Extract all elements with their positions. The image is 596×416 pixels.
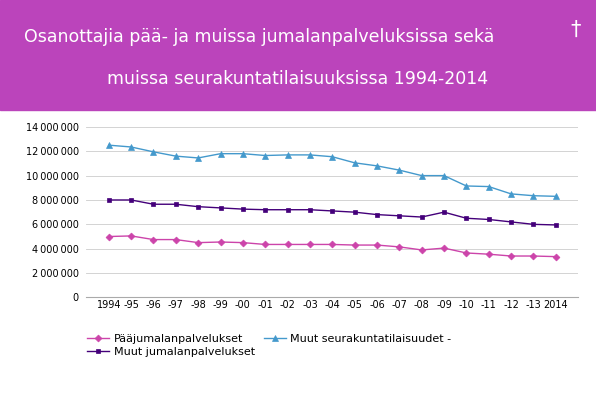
Pääjumalanpalvelukset — [329, 242, 336, 247]
Muut seurakuntatilaisuudet - — [552, 194, 559, 199]
Pääjumalanpalvelukset — [418, 248, 426, 253]
Muut seurakuntatilaisuudet - — [440, 173, 448, 178]
Muut seurakuntatilaisuudet - — [239, 151, 247, 156]
Muut jumalanpalvelukset — [306, 207, 313, 212]
Muut seurakuntatilaisuudet - — [329, 154, 336, 159]
Muut jumalanpalvelukset — [440, 210, 448, 215]
Muut seurakuntatilaisuudet - — [373, 163, 381, 168]
Pääjumalanpalvelukset — [485, 252, 492, 257]
Muut jumalanpalvelukset — [329, 208, 336, 213]
Muut jumalanpalvelukset — [418, 215, 426, 220]
Legend: Pääjumalanpalvelukset, Muut jumalanpalvelukset, Muut seurakuntatilaisuudet -: Pääjumalanpalvelukset, Muut jumalanpalve… — [87, 334, 452, 357]
Text: muissa seurakuntatilaisuuksissa 1994-2014: muissa seurakuntatilaisuuksissa 1994-201… — [107, 70, 489, 88]
Muut seurakuntatilaisuudet - — [172, 154, 179, 158]
Muut jumalanpalvelukset — [217, 206, 224, 210]
Line: Pääjumalanpalvelukset: Pääjumalanpalvelukset — [106, 233, 558, 259]
Muut jumalanpalvelukset — [262, 207, 269, 212]
Muut jumalanpalvelukset — [150, 202, 157, 207]
Muut jumalanpalvelukset — [552, 223, 559, 228]
Muut seurakuntatilaisuudet - — [284, 152, 291, 157]
Pääjumalanpalvelukset — [105, 234, 112, 239]
Line: Muut seurakuntatilaisuudet -: Muut seurakuntatilaisuudet - — [106, 142, 558, 199]
Muut jumalanpalvelukset — [239, 207, 247, 212]
Pääjumalanpalvelukset — [306, 242, 313, 247]
Muut jumalanpalvelukset — [373, 212, 381, 217]
Pääjumalanpalvelukset — [552, 254, 559, 259]
Pääjumalanpalvelukset — [530, 253, 537, 258]
Pääjumalanpalvelukset — [239, 240, 247, 245]
Muut seurakuntatilaisuudet - — [306, 152, 313, 157]
Pääjumalanpalvelukset — [373, 243, 381, 248]
Muut jumalanpalvelukset — [194, 204, 201, 209]
Pääjumalanpalvelukset — [262, 242, 269, 247]
Muut jumalanpalvelukset — [172, 202, 179, 207]
Muut seurakuntatilaisuudet - — [150, 149, 157, 154]
Pääjumalanpalvelukset — [396, 244, 403, 249]
Muut jumalanpalvelukset — [396, 213, 403, 218]
Muut jumalanpalvelukset — [128, 198, 135, 203]
Muut jumalanpalvelukset — [530, 222, 537, 227]
Muut seurakuntatilaisuudet - — [262, 153, 269, 158]
Pääjumalanpalvelukset — [150, 237, 157, 242]
Muut jumalanpalvelukset — [507, 219, 514, 224]
Pääjumalanpalvelukset — [128, 233, 135, 238]
Muut seurakuntatilaisuudet - — [418, 173, 426, 178]
Muut jumalanpalvelukset — [462, 216, 470, 221]
Pääjumalanpalvelukset — [217, 240, 224, 245]
Pääjumalanpalvelukset — [194, 240, 201, 245]
Muut seurakuntatilaisuudet - — [351, 160, 358, 165]
Muut seurakuntatilaisuudet - — [128, 144, 135, 149]
Pääjumalanpalvelukset — [440, 245, 448, 250]
Text: †: † — [570, 20, 581, 40]
Muut seurakuntatilaisuudet - — [462, 183, 470, 188]
Muut jumalanpalvelukset — [351, 210, 358, 215]
Pääjumalanpalvelukset — [462, 250, 470, 255]
Muut seurakuntatilaisuudet - — [217, 151, 224, 156]
Muut jumalanpalvelukset — [105, 198, 112, 203]
Pääjumalanpalvelukset — [351, 243, 358, 248]
Muut seurakuntatilaisuudet - — [530, 193, 537, 198]
Muut seurakuntatilaisuudet - — [194, 156, 201, 161]
Muut jumalanpalvelukset — [284, 207, 291, 212]
Pääjumalanpalvelukset — [172, 237, 179, 242]
Muut seurakuntatilaisuudet - — [485, 184, 492, 189]
Muut jumalanpalvelukset — [485, 217, 492, 222]
Pääjumalanpalvelukset — [507, 253, 514, 258]
Pääjumalanpalvelukset — [284, 242, 291, 247]
Text: Osanottajia pää- ja muissa jumalanpalveluksissa sekä: Osanottajia pää- ja muissa jumalanpalvel… — [24, 28, 494, 47]
Muut seurakuntatilaisuudet - — [507, 191, 514, 196]
Muut seurakuntatilaisuudet - — [105, 143, 112, 148]
Muut seurakuntatilaisuudet - — [396, 168, 403, 173]
Line: Muut jumalanpalvelukset: Muut jumalanpalvelukset — [106, 198, 558, 228]
